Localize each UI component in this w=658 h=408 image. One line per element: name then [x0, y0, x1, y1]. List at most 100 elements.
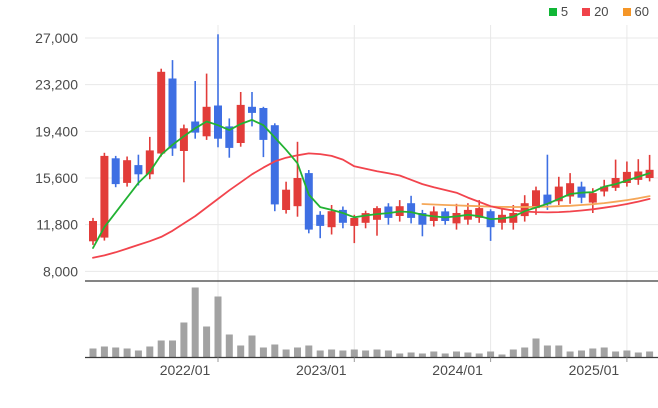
volume-bar [214, 296, 222, 358]
volume-bar [180, 322, 188, 358]
volume-bar [294, 347, 301, 358]
volume-bar [646, 351, 654, 358]
volume-bar [418, 353, 426, 358]
candle-up [145, 150, 154, 175]
volume-bar [100, 346, 108, 358]
candle-up [100, 155, 109, 238]
legend-label-ma60: 60 [634, 4, 649, 19]
volume-bar [578, 350, 585, 358]
volume-bar [89, 348, 97, 358]
volume-bar [464, 352, 472, 358]
candle-up [532, 190, 540, 209]
candle-down [338, 209, 347, 223]
candle-up [452, 213, 461, 224]
volume-bar [543, 345, 551, 358]
candle-up [282, 189, 291, 210]
volume-bar [441, 353, 449, 358]
ma60-swatch-icon [622, 8, 631, 16]
volume-bar [225, 334, 233, 358]
volume-bar [430, 351, 438, 358]
volume-bar [589, 348, 597, 358]
candle-up [327, 211, 336, 228]
y-axis-label: 23,200 [35, 77, 78, 93]
candle-down [111, 158, 120, 185]
y-axis-label: 15,600 [35, 170, 78, 186]
candle-down [168, 78, 177, 149]
volume-bar [191, 287, 199, 358]
candle-down [543, 194, 552, 205]
candle-down [225, 126, 234, 148]
candle-down [214, 105, 222, 139]
volume-bar [169, 340, 176, 358]
candle-up [611, 178, 620, 188]
volume-bar [453, 351, 460, 358]
volume-bar [282, 349, 290, 358]
volume-bar [521, 347, 529, 358]
volume-bar [123, 348, 131, 358]
candle-down [441, 211, 450, 221]
candle-up [157, 71, 166, 154]
candle-down [248, 106, 256, 113]
volume-bar [600, 347, 608, 358]
candle-up [361, 213, 370, 223]
volume-bar [487, 351, 495, 358]
volume-bar [305, 345, 313, 358]
legend-item-ma60: 60 [622, 4, 649, 19]
candle-up [520, 203, 529, 217]
volume-bar [623, 350, 631, 358]
candle-up [475, 208, 484, 218]
candle-up [622, 171, 631, 183]
volume-bar [203, 326, 211, 358]
volume-bar [566, 351, 574, 358]
y-axis-label: 27,000 [35, 30, 78, 46]
x-axis-label: 2022/01 [160, 362, 211, 378]
volume-bar [134, 350, 142, 358]
volume-bar [373, 349, 381, 358]
candle-up [566, 183, 575, 197]
candle-down [418, 213, 427, 225]
volume-bar [316, 350, 324, 358]
candle-down [191, 121, 200, 133]
volume-bar [248, 335, 256, 358]
x-axis-label: 2024/01 [432, 362, 483, 378]
y-axis-label: 11,800 [36, 217, 78, 233]
volume-bar [396, 353, 404, 358]
y-axis-label: 19,400 [35, 123, 78, 139]
candle-down [259, 108, 268, 140]
y-axis-label: 8,000 [43, 263, 78, 279]
x-axis-label: 2025/01 [569, 362, 620, 378]
candle-up [588, 193, 597, 203]
candle-down [270, 125, 279, 205]
candle-down [407, 203, 416, 218]
candle-down [134, 165, 143, 175]
volume-bar [475, 353, 483, 358]
candle-up [634, 171, 643, 180]
volume-bar [339, 350, 347, 358]
legend-label-ma20: 20 [594, 4, 609, 19]
candle-down [304, 173, 313, 230]
legend-item-ma5: 5 [548, 5, 568, 19]
ma5-line [92, 119, 651, 249]
volume-bar [350, 349, 358, 358]
volume-bar [634, 352, 642, 358]
candle-up [554, 186, 563, 202]
ma20-line [92, 152, 651, 259]
volume-bar [509, 349, 517, 358]
candle-up [89, 221, 97, 242]
candle-up [123, 160, 132, 183]
chart-legend: 5 20 60 [548, 4, 649, 19]
candle-up [350, 218, 359, 226]
legend-item-ma20: 20 [582, 4, 609, 19]
volume-bar [146, 346, 154, 358]
volume-bar [328, 349, 336, 358]
volume-bar [237, 345, 245, 358]
ma5-swatch-icon [548, 8, 557, 16]
volume-bar [157, 340, 165, 358]
volume-bar [532, 338, 540, 358]
candle-up [293, 178, 302, 207]
candle-down [316, 214, 325, 226]
volume-bar [555, 345, 563, 358]
candle-up [179, 128, 188, 151]
